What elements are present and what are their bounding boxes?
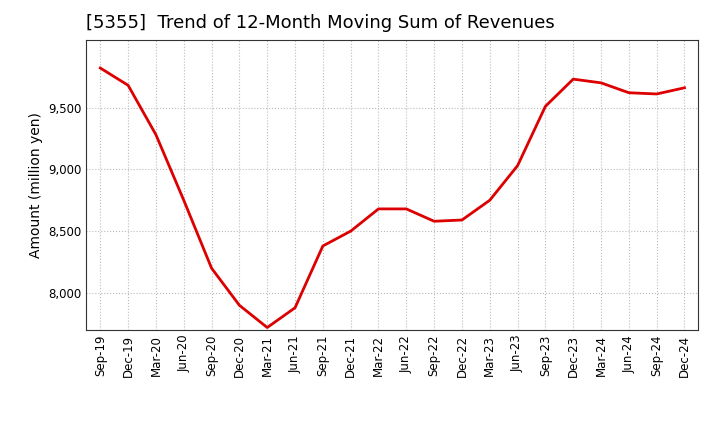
Text: [5355]  Trend of 12-Month Moving Sum of Revenues: [5355] Trend of 12-Month Moving Sum of R… <box>86 15 555 33</box>
Y-axis label: Amount (million yen): Amount (million yen) <box>29 112 42 258</box>
